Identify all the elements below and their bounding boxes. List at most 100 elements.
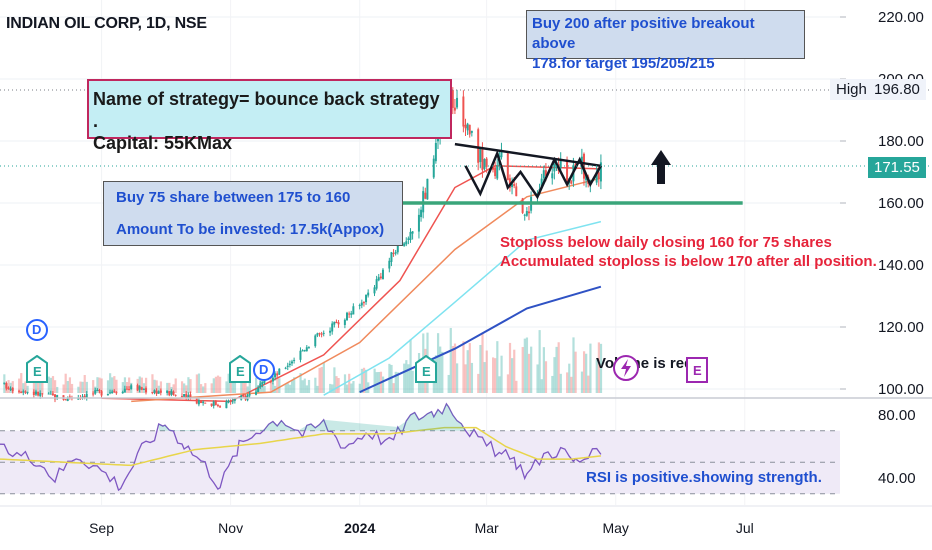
candle-body <box>307 347 310 349</box>
buy-box[interactable]: Buy 75 share between 175 to 160 Amount T… <box>103 181 403 246</box>
volume-bar <box>34 373 38 393</box>
volume-bar <box>18 378 21 393</box>
volume-bar <box>187 377 190 393</box>
volume-bar <box>589 343 592 393</box>
volume-bar <box>358 383 361 393</box>
candle-body <box>466 123 469 131</box>
drawings <box>374 142 743 205</box>
volume-bar <box>496 341 499 393</box>
candle-body <box>123 388 126 393</box>
candle-body <box>411 231 414 234</box>
candle-body <box>274 373 277 378</box>
volume-bar <box>303 378 306 393</box>
volume-bar <box>574 351 577 393</box>
volume-bar <box>462 341 465 393</box>
candle-body <box>257 387 260 393</box>
x-tick-label: 2024 <box>344 520 375 536</box>
candle-body <box>278 368 281 375</box>
candle-body <box>233 398 236 401</box>
volume-bar <box>527 353 531 393</box>
volume-bar <box>166 382 169 393</box>
candle-body <box>432 158 435 178</box>
candle-body <box>24 391 27 393</box>
x-tick-label: May <box>602 520 628 536</box>
volume-bar <box>544 361 548 393</box>
candle-body <box>358 305 361 307</box>
volume-bar <box>494 358 497 393</box>
candle-body <box>424 192 427 199</box>
volume-bar <box>183 383 186 393</box>
candle-body <box>417 214 420 232</box>
candle-body <box>551 173 554 179</box>
candle-body <box>403 243 406 246</box>
candle-body <box>597 172 600 179</box>
candle-body <box>464 124 467 129</box>
split-badge[interactable] <box>613 354 639 381</box>
x-tick-label: Nov <box>218 520 243 536</box>
candle-body <box>511 183 514 188</box>
candle-body <box>94 390 97 394</box>
candle-body <box>138 386 141 390</box>
dividend-badge[interactable]: D <box>25 317 48 343</box>
earnings-badge[interactable]: E <box>26 354 48 383</box>
volume-bar <box>202 386 205 393</box>
volume-bar <box>81 381 84 393</box>
volume-bar <box>449 327 452 393</box>
volume-bar <box>551 375 554 393</box>
dividend-badge[interactable]: D <box>252 357 275 383</box>
candle-body <box>329 330 332 333</box>
volume-bar <box>68 377 72 393</box>
candle-body <box>456 97 459 108</box>
candle-body <box>405 241 408 245</box>
dividend-icon <box>253 359 275 381</box>
candle-body <box>284 367 287 369</box>
candle-body <box>496 166 499 179</box>
volume-bar <box>568 363 571 393</box>
candle-body <box>521 198 524 213</box>
volume-bar <box>77 386 80 393</box>
candle-body <box>54 394 57 400</box>
volume-bar <box>346 384 349 393</box>
candle-body <box>168 391 171 396</box>
breakout-box[interactable]: Buy 200 after positive breakout above 17… <box>526 10 805 72</box>
volume-bar <box>233 376 237 393</box>
candle-body <box>144 388 147 393</box>
candle-body <box>468 124 471 135</box>
volume-bar <box>276 376 279 393</box>
volume-bar <box>20 373 23 393</box>
volume-bar <box>195 374 198 393</box>
earnings-badge[interactable]: E <box>686 357 708 383</box>
volume-bar <box>79 381 82 393</box>
volume-bar <box>263 386 266 393</box>
candle-body <box>553 164 556 172</box>
strategy-box[interactable]: Name of strategy= bounce back strategy .… <box>87 79 452 153</box>
candle-body <box>320 333 323 335</box>
volume-bar <box>11 381 14 393</box>
y-tick-label: 160.00 <box>878 195 924 212</box>
candle-body <box>506 153 509 180</box>
volume-bar <box>64 373 67 393</box>
breakout-line-2: 178.for target 195/205/215 <box>532 55 715 72</box>
candle-body <box>128 389 131 391</box>
volume-bar <box>153 379 156 393</box>
volume-bar <box>394 371 397 393</box>
candle-body <box>96 389 99 391</box>
candle-body <box>219 406 222 408</box>
candle-body <box>559 159 562 169</box>
candle-body <box>434 142 437 162</box>
volume-bar <box>508 342 512 393</box>
volume-bar <box>337 378 340 393</box>
candle-body <box>491 165 494 170</box>
volume-bar <box>225 381 228 393</box>
candle-body <box>225 401 228 409</box>
volume-bar <box>348 373 351 393</box>
volume-bar <box>329 383 332 393</box>
earnings-badge[interactable]: E <box>229 354 251 383</box>
candle-body <box>377 277 380 281</box>
earnings-badge[interactable]: E <box>415 354 437 383</box>
candle-body <box>136 384 139 391</box>
candle-body <box>83 395 86 398</box>
volume-bar <box>530 346 533 393</box>
volume-bar <box>436 333 440 393</box>
